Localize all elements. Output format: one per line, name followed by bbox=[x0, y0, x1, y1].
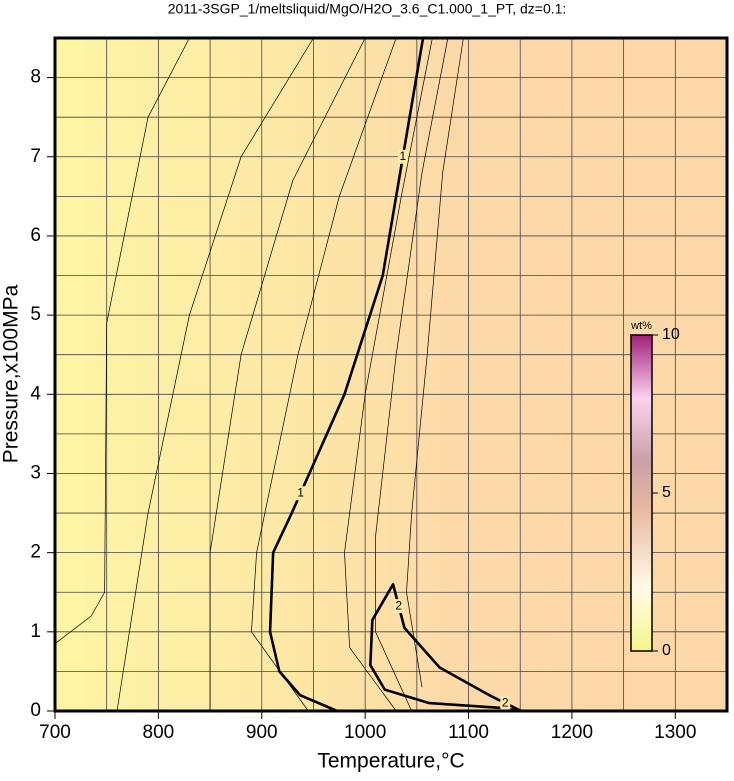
chart-title: 2011-3SGP_1/meltsliquid/MgO/H2O_3.6_C1.0… bbox=[168, 1, 567, 17]
contour-line bbox=[375, 37, 449, 712]
colorbar-tick-label: 0 bbox=[662, 642, 671, 659]
colorbar-tick-label: 10 bbox=[662, 326, 680, 343]
y-tick-label: 7 bbox=[30, 146, 41, 167]
contour-label-bg bbox=[295, 486, 306, 501]
x-tick-label: 700 bbox=[39, 722, 71, 743]
x-tick-label: 1100 bbox=[448, 722, 489, 743]
x-tick-label: 900 bbox=[246, 722, 278, 743]
colorbar bbox=[630, 334, 653, 652]
contour-label: 2 bbox=[395, 598, 402, 612]
y-tick-label: 8 bbox=[30, 67, 41, 88]
contour-line bbox=[406, 37, 464, 688]
contour-label: 1 bbox=[297, 485, 304, 499]
y-tick-label: 5 bbox=[30, 304, 41, 325]
contour-line bbox=[268, 37, 425, 713]
contour-line bbox=[54, 37, 190, 644]
contour-line bbox=[344, 37, 433, 712]
contour-line bbox=[369, 583, 522, 713]
y-tick-label: 2 bbox=[30, 542, 41, 563]
y-tick-label: 6 bbox=[30, 225, 41, 246]
contour-label-bg bbox=[397, 149, 408, 164]
x-tick-label: 1300 bbox=[654, 722, 696, 743]
x-axis-label: Temperature,°C bbox=[317, 750, 464, 773]
x-tick-label: 1200 bbox=[551, 722, 593, 743]
contour-line bbox=[209, 37, 366, 711]
y-tick-label: 3 bbox=[30, 462, 41, 483]
y-tick-label: 4 bbox=[30, 383, 41, 404]
contour-label-bg bbox=[393, 599, 404, 614]
y-axis-label: Pressure,x100MPa bbox=[0, 284, 23, 463]
x-tick-label: 800 bbox=[143, 722, 175, 743]
colorbar-title: wt% bbox=[630, 320, 652, 332]
colorbar-tick-label: 5 bbox=[662, 484, 671, 501]
y-tick-label: 1 bbox=[30, 621, 41, 642]
y-tick-label: 0 bbox=[30, 700, 41, 721]
contour-label: 2 bbox=[502, 695, 509, 709]
contour-line bbox=[116, 37, 314, 712]
contour-label: 1 bbox=[400, 149, 407, 163]
plot-background bbox=[55, 38, 727, 711]
x-tick-label: 1000 bbox=[344, 722, 386, 743]
contour-line bbox=[251, 37, 397, 712]
plot-frame bbox=[53, 36, 729, 713]
contour-label-bg bbox=[500, 696, 511, 711]
